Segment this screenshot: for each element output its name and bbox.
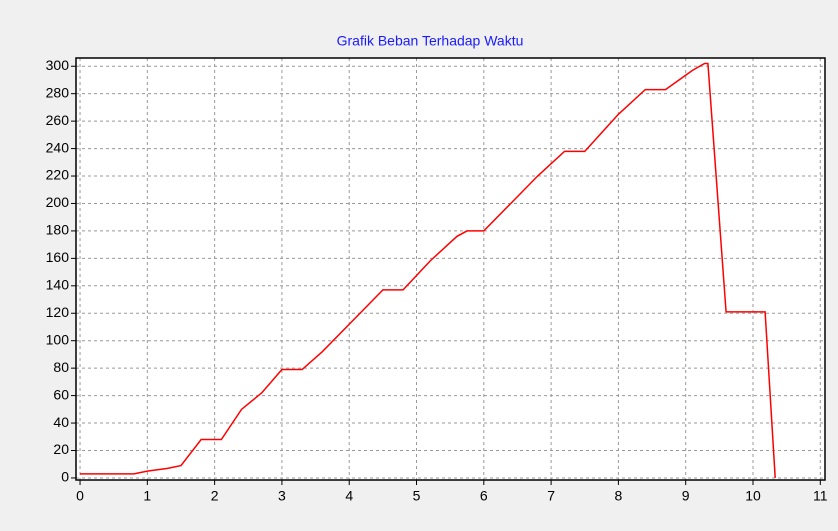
chart-title: Grafik Beban Terhadap Waktu [337, 33, 524, 49]
data-line [80, 62, 776, 478]
y-tick-label: 240 [46, 139, 70, 155]
plot-border [75, 57, 826, 481]
plot-area [76, 58, 825, 480]
x-tick-label: 4 [345, 488, 353, 504]
y-tick-label: 180 [46, 222, 70, 238]
x-tick-label: 9 [682, 488, 690, 504]
y-tick-label: 160 [46, 249, 70, 265]
x-tick-label: 0 [76, 488, 84, 504]
y-tick-label: 80 [53, 359, 69, 375]
x-tick-label: 2 [211, 488, 219, 504]
y-tick-label: 200 [46, 194, 70, 210]
y-tick-label: 300 [46, 57, 70, 73]
y-tick-label: 20 [53, 441, 69, 457]
y-tick-label: 140 [46, 277, 70, 293]
x-tick-label: 8 [615, 488, 623, 504]
y-tick-label: 60 [53, 386, 69, 402]
x-tick-label: 6 [480, 488, 488, 504]
y-tick-label: 280 [46, 84, 70, 100]
x-tick-label: 5 [413, 488, 421, 504]
x-tick-label: 1 [143, 488, 151, 504]
y-tick-label: 40 [53, 414, 69, 430]
x-tick-label: 11 [813, 488, 828, 504]
y-tick-label: 120 [46, 304, 70, 320]
x-tick-label: 7 [547, 488, 555, 504]
x-tick-label: 10 [745, 488, 761, 504]
y-tick-label: 260 [46, 112, 70, 128]
y-tick-label: 220 [46, 167, 70, 183]
y-tick-label: 100 [46, 331, 70, 347]
x-tick-label: 3 [278, 488, 286, 504]
y-tick-label: 0 [61, 469, 69, 485]
